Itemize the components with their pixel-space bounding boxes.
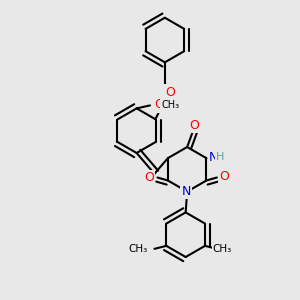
Text: CH₃: CH₃	[129, 244, 148, 254]
Text: O: O	[165, 85, 175, 98]
Text: CH₃: CH₃	[161, 100, 179, 110]
Text: N: N	[181, 184, 191, 197]
Text: CH₃: CH₃	[213, 244, 232, 254]
Text: H: H	[142, 171, 150, 181]
Text: N: N	[209, 151, 218, 164]
Text: H: H	[216, 152, 224, 162]
Text: O: O	[154, 98, 164, 111]
Text: O: O	[144, 171, 154, 184]
Text: O: O	[189, 119, 199, 132]
Text: O: O	[219, 170, 229, 183]
